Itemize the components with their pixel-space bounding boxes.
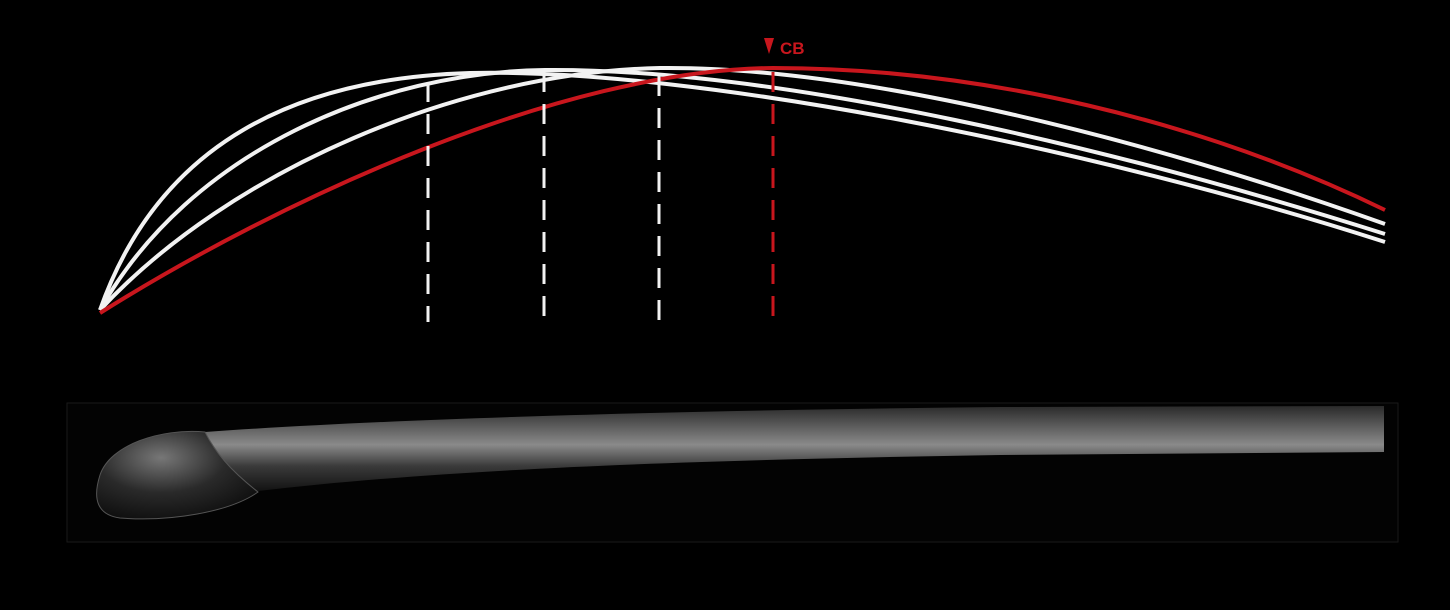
cb-bow-curve xyxy=(98,65,1386,315)
bow-curve xyxy=(98,70,1386,311)
cb-arrow xyxy=(764,38,774,54)
stick-blade xyxy=(96,430,259,520)
bow-curve xyxy=(98,65,1386,312)
stick-shaft xyxy=(205,406,1384,492)
cb-label: CB xyxy=(780,39,805,58)
